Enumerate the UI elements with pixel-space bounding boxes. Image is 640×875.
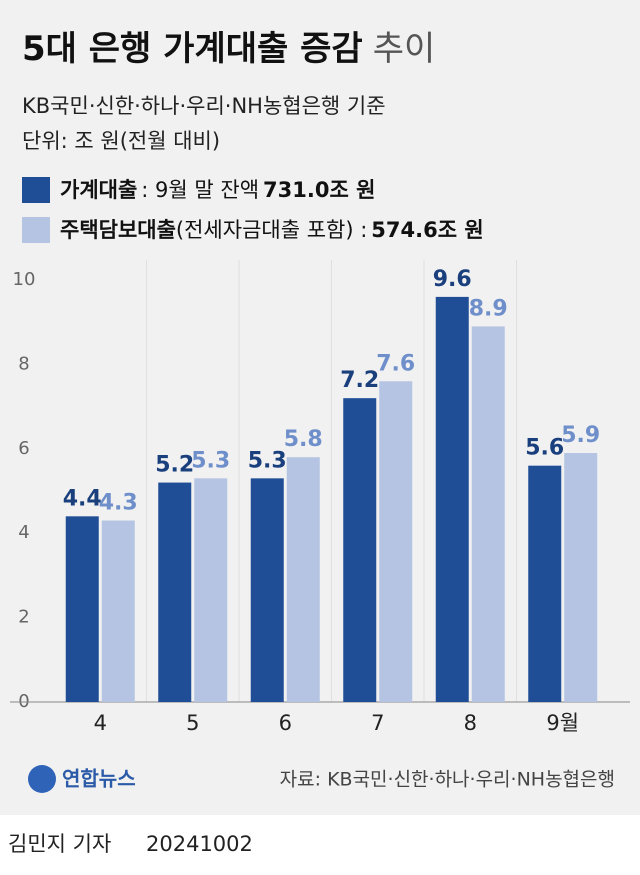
legend-swatch bbox=[22, 217, 50, 243]
value-label: 5.8 bbox=[284, 427, 323, 452]
value-label: 5.2 bbox=[155, 453, 194, 478]
y-tick-label: 10 bbox=[13, 269, 36, 290]
legend-balance: 731.0조 원 bbox=[263, 178, 375, 202]
x-tick-label: 5 bbox=[186, 711, 199, 735]
y-tick-label: 2 bbox=[18, 607, 29, 628]
x-tick-label: 6 bbox=[279, 711, 292, 735]
bar bbox=[286, 457, 320, 702]
bar bbox=[158, 482, 192, 702]
logo-icon bbox=[28, 765, 56, 793]
bar bbox=[471, 326, 505, 702]
value-label: 5.3 bbox=[248, 448, 287, 473]
legend-name: 가계대출 bbox=[60, 178, 137, 202]
bar bbox=[379, 381, 413, 702]
y-tick-label: 6 bbox=[18, 438, 29, 459]
legend-entry: 가계대출: 9월 말 잔액 731.0조 원 bbox=[60, 178, 375, 202]
legend-note: (전세자금대출 포함) : bbox=[176, 218, 367, 242]
x-tick-label: 8 bbox=[464, 711, 477, 735]
chart-title: 5대 은행 가계대출 증감 추이 bbox=[22, 29, 435, 69]
bar bbox=[250, 478, 284, 702]
subtitle: KB국민·신한·하나·우리·NH농협은행 기준 bbox=[22, 94, 386, 118]
logo: 연합뉴스 bbox=[62, 767, 136, 791]
footer-background bbox=[0, 815, 640, 875]
legend-swatch bbox=[22, 177, 50, 203]
value-label: 7.2 bbox=[340, 368, 379, 393]
value-label: 5.9 bbox=[561, 423, 600, 448]
date: 20241002 bbox=[146, 832, 253, 856]
x-tick-label: 4 bbox=[94, 711, 107, 735]
legend-balance: 574.6조 원 bbox=[371, 218, 483, 242]
value-label: 5.3 bbox=[191, 448, 230, 473]
legend-note: : 9월 말 잔액 bbox=[141, 178, 259, 202]
y-tick-label: 4 bbox=[18, 522, 29, 543]
value-label: 5.6 bbox=[525, 436, 564, 461]
value-label: 4.3 bbox=[99, 491, 138, 516]
source: 자료: KB국민·신한·하나·우리·NH농협은행 bbox=[280, 769, 615, 791]
x-tick-label: 7 bbox=[371, 711, 384, 735]
value-label: 8.9 bbox=[469, 296, 508, 321]
legend-name: 주택담보대출 bbox=[60, 218, 176, 242]
bar bbox=[65, 516, 99, 702]
bar bbox=[101, 520, 135, 702]
unit: 단위: 조 원(전월 대비) bbox=[22, 129, 220, 153]
title-light: 추이 bbox=[373, 29, 436, 69]
title-bold: 5대 은행 가계대출 증감 bbox=[22, 29, 363, 69]
bar bbox=[528, 465, 562, 702]
value-label: 7.6 bbox=[376, 351, 415, 376]
value-label: 9.6 bbox=[433, 267, 472, 292]
y-tick-label: 8 bbox=[18, 353, 29, 374]
legend-entry: 주택담보대출(전세자금대출 포함) :574.6조 원 bbox=[60, 218, 484, 242]
byline: 김민지 기자 bbox=[8, 832, 111, 856]
bar bbox=[194, 478, 228, 702]
bar bbox=[435, 296, 469, 702]
bar bbox=[343, 398, 377, 702]
value-label: 4.4 bbox=[63, 486, 102, 511]
bar bbox=[564, 453, 598, 702]
x-tick-label: 9월 bbox=[546, 711, 579, 735]
